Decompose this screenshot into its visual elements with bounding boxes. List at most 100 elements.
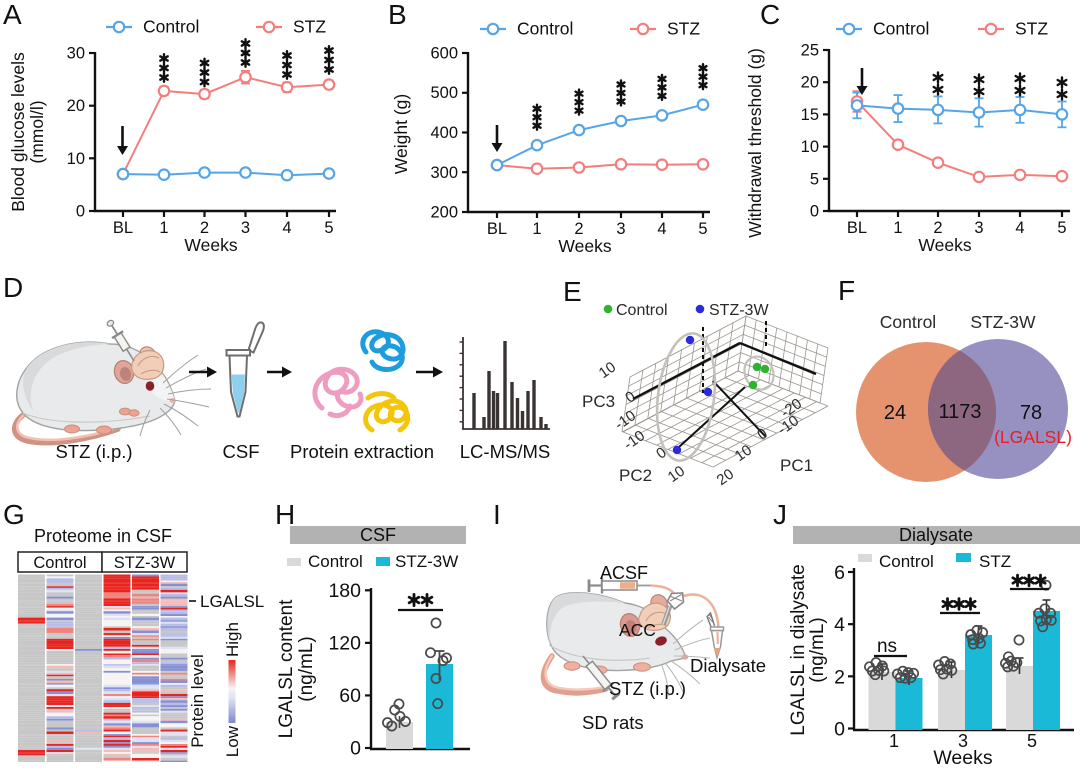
svg-text:10: 10 — [732, 442, 755, 465]
svg-text:STZ-3W: STZ-3W — [395, 552, 458, 571]
svg-text:ns: ns — [877, 636, 897, 657]
svg-text:Blood glucose levels: Blood glucose levels — [8, 52, 28, 212]
svg-text:400: 400 — [430, 124, 458, 142]
svg-text:200: 200 — [430, 204, 458, 222]
svg-text:5: 5 — [324, 219, 333, 237]
svg-text:5: 5 — [1057, 219, 1066, 237]
svg-text:STZ: STZ — [979, 552, 1011, 571]
svg-text:STZ: STZ — [293, 17, 326, 37]
svg-text:LC-MS/MS: LC-MS/MS — [460, 441, 550, 462]
svg-text:10: 10 — [67, 150, 85, 168]
svg-text:PC2: PC2 — [619, 466, 652, 485]
svg-text:Dialysate: Dialysate — [690, 655, 766, 676]
svg-text:STZ-3W: STZ-3W — [970, 312, 1036, 332]
svg-text:300: 300 — [430, 164, 458, 182]
svg-text:20: 20 — [67, 97, 85, 115]
svg-text:78: 78 — [1020, 402, 1042, 424]
svg-text:Control: Control — [33, 554, 86, 572]
svg-text:A: A — [3, 0, 22, 30]
svg-text:10: 10 — [665, 463, 688, 486]
svg-text:Weeks: Weeks — [184, 235, 237, 255]
svg-text:Withdrawal threshold (g): Withdrawal threshold (g) — [745, 48, 765, 238]
svg-text:E: E — [563, 276, 582, 307]
svg-text:4: 4 — [834, 614, 845, 636]
svg-text:(LGALSL): (LGALSL) — [994, 427, 1072, 447]
svg-text:Control: Control — [880, 312, 936, 332]
svg-text:Control: Control — [873, 19, 929, 39]
svg-text:0: 0 — [810, 203, 819, 221]
svg-text:Control: Control — [143, 17, 199, 37]
svg-text:(mmol/l): (mmol/l) — [27, 100, 47, 163]
svg-text:10: 10 — [801, 138, 819, 156]
svg-text:180: 180 — [328, 580, 361, 602]
svg-text:0: 0 — [834, 719, 845, 741]
svg-text:BL: BL — [487, 220, 507, 238]
svg-text:High: High — [223, 622, 242, 657]
svg-text:STZ: STZ — [1015, 19, 1048, 39]
svg-text:500: 500 — [430, 84, 458, 102]
svg-text:25: 25 — [801, 42, 819, 60]
svg-text:Protein extraction: Protein extraction — [290, 441, 434, 462]
svg-text:5: 5 — [698, 220, 707, 238]
svg-text:STZ-3W: STZ-3W — [114, 554, 176, 572]
svg-text:D: D — [3, 272, 23, 303]
svg-text:STZ (i.p.): STZ (i.p.) — [55, 441, 132, 462]
svg-text:2: 2 — [834, 666, 845, 688]
svg-text:4: 4 — [657, 220, 666, 238]
svg-text:2: 2 — [933, 219, 942, 237]
svg-text:0: 0 — [350, 738, 361, 760]
svg-text:STZ: STZ — [667, 19, 700, 39]
svg-text:15: 15 — [801, 106, 819, 124]
svg-text:I: I — [493, 499, 501, 530]
svg-text:Control: Control — [879, 552, 934, 571]
svg-text:LGALSL: LGALSL — [200, 592, 264, 611]
svg-text:0: 0 — [76, 203, 85, 221]
svg-text:STZ (i.p.): STZ (i.p.) — [609, 678, 686, 699]
svg-text:120: 120 — [328, 632, 361, 654]
svg-text:1: 1 — [159, 219, 168, 237]
svg-text:Control: Control — [517, 19, 573, 39]
svg-text:CSF: CSF — [360, 525, 396, 545]
svg-text:PC1: PC1 — [780, 456, 813, 475]
svg-text:1: 1 — [532, 220, 541, 238]
svg-text:Dialysate: Dialysate — [899, 525, 973, 545]
svg-text:LGALSL in dialysate: LGALSL in dialysate — [788, 564, 809, 735]
svg-text:5: 5 — [1027, 731, 1037, 751]
svg-text:B: B — [388, 0, 407, 30]
svg-text:20: 20 — [801, 74, 819, 92]
svg-text:3: 3 — [974, 219, 983, 237]
svg-text:BL: BL — [847, 219, 867, 237]
svg-text:BL: BL — [113, 219, 133, 237]
svg-text:LGALSL content: LGALSL content — [276, 599, 297, 738]
svg-text:Control: Control — [308, 552, 363, 571]
svg-text:G: G — [3, 499, 25, 530]
svg-text:Low: Low — [223, 725, 242, 757]
svg-text:CSF: CSF — [223, 441, 260, 462]
svg-text:H: H — [275, 499, 295, 530]
svg-text:60: 60 — [339, 685, 361, 707]
svg-text:3: 3 — [616, 220, 625, 238]
svg-text:3: 3 — [241, 219, 250, 237]
svg-text:600: 600 — [430, 45, 458, 63]
svg-text:1173: 1173 — [938, 401, 981, 423]
svg-text:Weeks: Weeks — [558, 236, 611, 256]
svg-text:SD rats: SD rats — [582, 712, 644, 733]
svg-text:Weeks: Weeks — [933, 747, 992, 769]
svg-text:1: 1 — [893, 219, 902, 237]
svg-text:J: J — [773, 499, 787, 530]
svg-text:Weeks: Weeks — [918, 235, 971, 255]
svg-text:ACC: ACC — [619, 620, 656, 640]
svg-text:Control: Control — [616, 302, 668, 319]
svg-text:Weight (g): Weight (g) — [391, 94, 411, 174]
svg-text:10: 10 — [596, 359, 619, 382]
svg-text:Protein level: Protein level — [188, 654, 207, 748]
svg-text:2: 2 — [200, 219, 209, 237]
svg-text:(ng/mL): (ng/mL) — [807, 617, 828, 682]
svg-text:(ng/mL): (ng/mL) — [296, 636, 317, 701]
svg-text:30: 30 — [67, 45, 85, 63]
svg-text:6: 6 — [834, 562, 845, 584]
svg-text:PC3: PC3 — [582, 392, 615, 411]
svg-text:5: 5 — [810, 170, 819, 188]
svg-text:4: 4 — [1015, 219, 1024, 237]
svg-text:2: 2 — [574, 220, 583, 238]
